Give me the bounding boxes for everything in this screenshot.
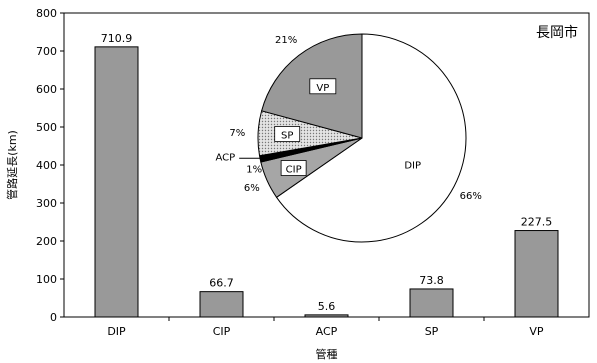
pie-label-vp: VP (316, 83, 329, 94)
pie-slice-dip (275, 33, 467, 243)
bar-value-label: 66.7 (209, 277, 234, 290)
pie-label-cip: CIP (286, 165, 302, 176)
pie-pct-cip: 6% (244, 183, 260, 194)
bar-cip (199, 291, 244, 318)
y-tick-label: 400 (36, 159, 57, 172)
x-tick-label: SP (425, 325, 439, 338)
y-tick-label: 500 (36, 121, 57, 134)
x-axis-title: 管種 (316, 347, 338, 361)
pie-label-box-sp (274, 126, 301, 142)
city-name: 長岡市 (536, 24, 578, 41)
pie-chart: DIP 66% CIP 6% ACP 1% SP 7% VP 21% (215, 33, 482, 243)
pie-label-box-cip (280, 160, 307, 176)
pie-label-sp: SP (281, 131, 293, 142)
y-tick-label: 300 (36, 197, 57, 210)
pie-pct-vp: 21% (275, 35, 297, 46)
y-tick-label: 200 (36, 235, 57, 248)
x-tick-label: CIP (213, 325, 231, 338)
bar-acp (304, 314, 349, 318)
pie-label-dip: DIP (404, 161, 421, 172)
bar-sp (409, 288, 454, 318)
y-tick-label: 800 (36, 7, 57, 20)
bar-dip (94, 46, 139, 318)
bar-value-label: 227.5 (521, 216, 553, 229)
pie-pct-sp: 7% (229, 128, 245, 139)
pie-label-box-vp (309, 78, 337, 95)
y-axis-title: 管路延長(km) (5, 130, 19, 200)
y-tick-label: 600 (36, 83, 57, 96)
y-tick-label: 100 (36, 273, 57, 286)
bar-chart: 0 100 200 300 400 500 600 700 800 710.9 DIP 66.7 CIP… (5, 7, 590, 361)
bar-value-label: 5.6 (318, 300, 336, 313)
x-tick-label: ACP (316, 325, 338, 338)
y-tick-label: 700 (36, 45, 57, 58)
y-tick-label: 0 (50, 311, 57, 324)
x-tick-label: VP (529, 325, 544, 338)
pie-pct-acp: 1% (246, 164, 262, 175)
bar-value-label: 73.8 (419, 274, 444, 287)
pie-pct-dip: 66% (460, 191, 482, 202)
bar-value-label: 710.9 (101, 32, 133, 45)
bar-vp (514, 230, 559, 318)
pie-label-acp: ACP (215, 152, 235, 163)
x-tick-label: DIP (107, 325, 126, 338)
